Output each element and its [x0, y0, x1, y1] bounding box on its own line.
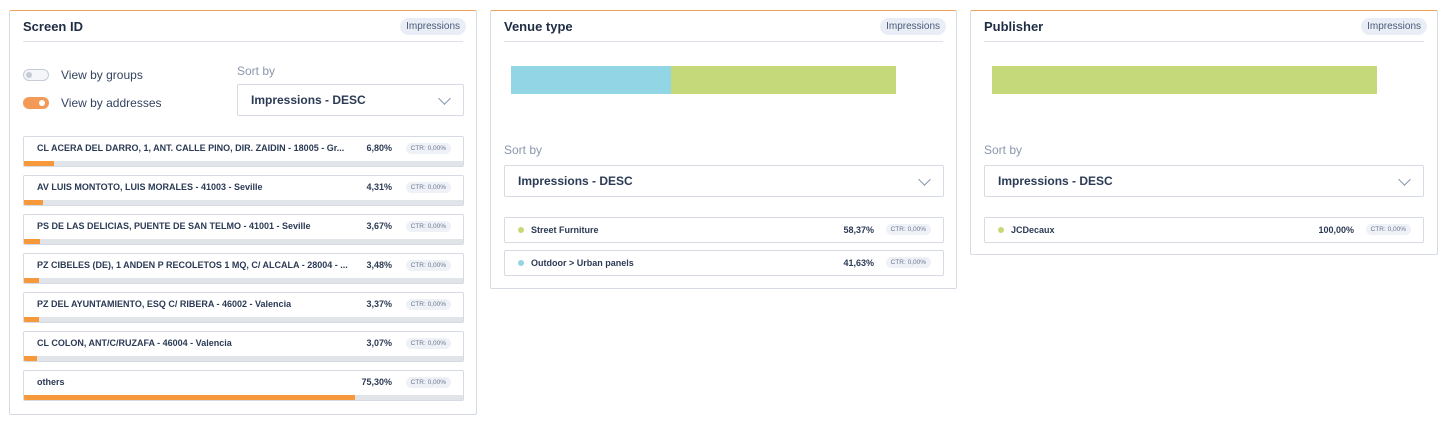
list-item-label: PS DE LAS DELICIAS, PUENTE DE SAN TELMO …: [37, 221, 311, 231]
toggle-switch-on[interactable]: [23, 97, 49, 109]
legend-dot-icon: [518, 227, 524, 233]
list-item-percent: 3,37%: [366, 299, 392, 309]
list-item[interactable]: others 75,30% CTR: 0,00%: [23, 370, 464, 401]
list-item[interactable]: JCDecaux 100,00% CTR: 0,00%: [984, 217, 1424, 243]
sort-by-label: Sort by: [504, 143, 543, 157]
share-segment: [511, 66, 672, 94]
divider: [984, 41, 1424, 42]
share-track: [24, 356, 463, 361]
list-item[interactable]: Outdoor > Urban panels 41,63% CTR: 0,00%: [504, 250, 944, 276]
toggle-switch-off[interactable]: [23, 69, 49, 81]
ctr-badge: CTR: 0,00%: [405, 143, 451, 154]
share-fill: [24, 395, 355, 400]
list-item-label: others: [37, 377, 65, 387]
legend-dot-icon: [518, 260, 524, 266]
share-segment: [671, 66, 896, 94]
share-fill: [24, 239, 41, 244]
list-item-label: PZ DEL AYUNTAMIENTO, ESQ C/ RIBERA - 460…: [37, 299, 292, 309]
view-by-addresses-toggle[interactable]: View by addresses: [23, 96, 162, 110]
list-item[interactable]: PS DE LAS DELICIAS, PUENTE DE SAN TELMO …: [23, 214, 464, 245]
sort-select[interactable]: Impressions - DESC: [984, 165, 1424, 197]
list-item-percent: 4,31%: [366, 182, 392, 192]
list-item-label: PZ CIBELES (DE), 1 ANDEN P RECOLETOS 1 M…: [37, 260, 348, 270]
impressions-badge: Impressions: [400, 18, 466, 35]
share-fill: [24, 200, 43, 205]
list-item-percent: 41,63%: [843, 258, 874, 268]
list-item[interactable]: CL ACERA DEL DARRO, 1, ANT. CALLE PINO, …: [23, 136, 464, 167]
view-by-addresses-label: View by addresses: [61, 96, 162, 110]
list-item[interactable]: CL COLON, ANT/C/RUZAFA - 46004 - Valenci…: [23, 331, 464, 362]
list-item-percent: 100,00%: [1318, 225, 1354, 235]
publisher-panel: Publisher Impressions Sort by Impression…: [970, 10, 1438, 255]
list-item[interactable]: AV LUIS MONTOTO, LUIS MORALES - 41003 - …: [23, 175, 464, 206]
chevron-down-icon: [918, 173, 931, 186]
view-by-groups-toggle[interactable]: View by groups: [23, 68, 143, 82]
screen-id-panel: Screen ID Impressions View by groups Vie…: [9, 10, 477, 415]
impressions-badge: Impressions: [1361, 18, 1427, 35]
list-item-percent: 3,48%: [366, 260, 392, 270]
ctr-badge: CTR: 0,00%: [885, 224, 931, 235]
share-fill: [24, 356, 38, 361]
ctr-badge: CTR: 0,00%: [405, 182, 451, 193]
list-item-percent: 3,07%: [366, 338, 392, 348]
sort-select-value: Impressions - DESC: [998, 174, 1113, 188]
sort-by-label: Sort by: [984, 143, 1023, 157]
sort-select-value: Impressions - DESC: [518, 174, 633, 188]
share-track: [24, 395, 463, 400]
view-by-groups-label: View by groups: [61, 68, 143, 82]
ctr-badge: CTR: 0,00%: [405, 338, 451, 349]
share-fill: [24, 317, 39, 322]
chevron-down-icon: [438, 92, 451, 105]
list-item-label: CL COLON, ANT/C/RUZAFA - 46004 - Valenci…: [37, 338, 232, 348]
share-track: [24, 161, 463, 166]
sort-by-label: Sort by: [237, 64, 276, 78]
share-track: [24, 200, 463, 205]
venue-type-title: Venue type: [504, 19, 573, 34]
ctr-badge: CTR: 0,00%: [405, 260, 451, 271]
ctr-badge: CTR: 0,00%: [405, 299, 451, 310]
divider: [504, 41, 943, 42]
sort-select[interactable]: Impressions - DESC: [504, 165, 944, 197]
list-item[interactable]: Street Furniture 58,37% CTR: 0,00%: [504, 217, 944, 243]
ctr-badge: CTR: 0,00%: [405, 377, 451, 388]
impressions-badge: Impressions: [880, 18, 946, 35]
divider: [23, 41, 463, 42]
share-fill: [24, 161, 54, 166]
list-item-percent: 3,67%: [366, 221, 392, 231]
ctr-badge: CTR: 0,00%: [1365, 224, 1411, 235]
venue-type-panel: Venue type Impressions Sort by Impressio…: [490, 10, 957, 289]
list-item-label: Street Furniture: [531, 225, 599, 235]
list-item[interactable]: PZ DEL AYUNTAMIENTO, ESQ C/ RIBERA - 460…: [23, 292, 464, 323]
list-item-label: AV LUIS MONTOTO, LUIS MORALES - 41003 - …: [37, 182, 263, 192]
list-item-label: CL ACERA DEL DARRO, 1, ANT. CALLE PINO, …: [37, 143, 345, 153]
list-item-percent: 58,37%: [843, 225, 874, 235]
ctr-badge: CTR: 0,00%: [885, 257, 931, 268]
publisher-share-bar: [992, 66, 1377, 94]
share-track: [24, 317, 463, 322]
list-item[interactable]: PZ CIBELES (DE), 1 ANDEN P RECOLETOS 1 M…: [23, 253, 464, 284]
ctr-badge: CTR: 0,00%: [405, 221, 451, 232]
screen-id-title: Screen ID: [23, 19, 83, 34]
share-track: [24, 239, 463, 244]
list-item-label: Outdoor > Urban panels: [531, 258, 634, 268]
sort-select[interactable]: Impressions - DESC: [237, 84, 464, 116]
share-segment: [992, 66, 1377, 94]
list-item-percent: 6,80%: [366, 143, 392, 153]
share-fill: [24, 278, 40, 283]
publisher-title: Publisher: [984, 19, 1044, 34]
legend-dot-icon: [998, 227, 1004, 233]
venue-share-bar: [511, 66, 896, 94]
sort-select-value: Impressions - DESC: [251, 93, 366, 107]
list-item-label: JCDecaux: [1011, 225, 1055, 235]
list-item-percent: 75,30%: [361, 377, 392, 387]
chevron-down-icon: [1398, 173, 1411, 186]
share-track: [24, 278, 463, 283]
